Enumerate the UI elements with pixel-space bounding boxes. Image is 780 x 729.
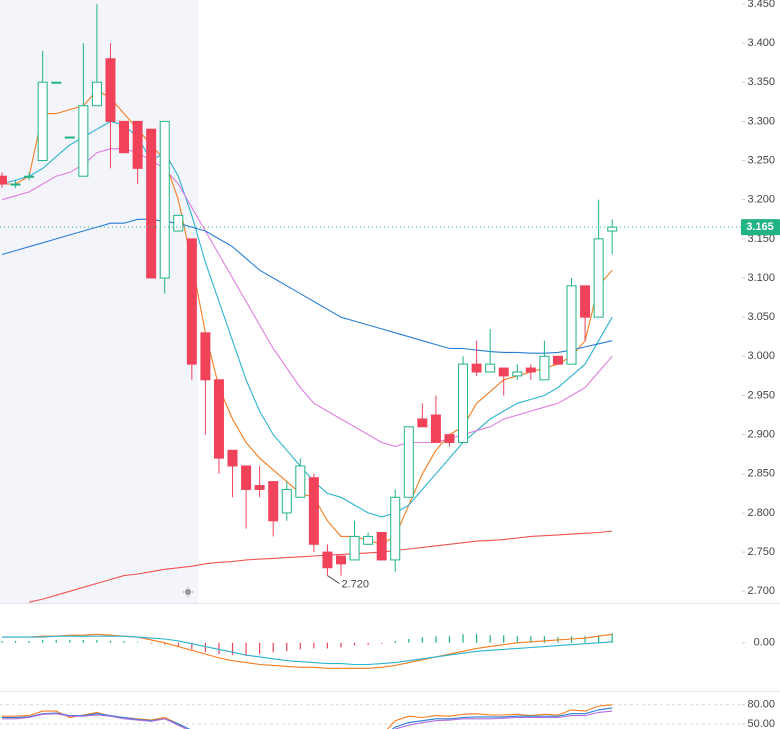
candle-body (254, 485, 265, 490)
y-tick-label: 2.850 (747, 468, 775, 480)
indicator-line (2, 710, 613, 729)
candle-body (539, 355, 550, 381)
candle-body (552, 355, 563, 365)
candle-body (336, 555, 346, 565)
candle-body (485, 363, 496, 373)
y-tick-label: 3.050 (747, 311, 775, 323)
candle-body (10, 183, 21, 186)
candle-body (525, 367, 536, 373)
y-tick-label: 50.00 (747, 718, 775, 729)
candle-body (91, 81, 102, 107)
candle-body (146, 128, 157, 279)
candle-body (444, 434, 455, 443)
candle-body (0, 175, 7, 185)
candle-body (227, 449, 238, 467)
y-tick-label: 3.250 (747, 154, 775, 166)
indicator-line (28, 530, 613, 603)
plot-area (1, 633, 613, 669)
y-tick-label: 3.300 (747, 115, 775, 127)
candle-body (566, 285, 577, 365)
candle-body (64, 136, 75, 139)
candle-body (132, 120, 143, 169)
candle-body (295, 465, 306, 498)
y-tick-label: 3.200 (747, 194, 775, 206)
y-tick-label: 3.100 (747, 272, 775, 284)
candle-body (24, 175, 35, 178)
indicator-line (2, 707, 613, 729)
candle-body (213, 379, 224, 459)
candle-body (173, 214, 184, 232)
indicator-line (2, 704, 613, 729)
indicator-line (1, 148, 613, 447)
y-tick-label: 2.800 (747, 507, 775, 519)
low-label: 2.720 (341, 578, 369, 590)
y-tick-label: 3.400 (747, 37, 775, 49)
candle-body (322, 551, 333, 569)
indicator-line (1, 218, 613, 354)
last-price-label: 3.165 (746, 221, 774, 233)
indicator-line (2, 633, 613, 669)
candle-body (430, 414, 441, 443)
candle-body (119, 120, 130, 154)
y-tick-label: 2.900 (747, 429, 775, 441)
candle-body (186, 238, 197, 365)
candle-body (376, 532, 387, 561)
indicator-line (2, 89, 613, 545)
candle-body (51, 81, 62, 84)
y-tick-label: 2.700 (747, 585, 775, 597)
candle-body (403, 426, 414, 498)
candle-body (37, 81, 48, 162)
candle-body (580, 285, 591, 318)
low-pointer (327, 575, 340, 585)
candle-body (593, 238, 604, 318)
candle-body (417, 418, 428, 428)
candle-body (78, 105, 89, 177)
candle-body (607, 226, 618, 232)
candle-body (308, 477, 319, 545)
candle-body (390, 496, 401, 561)
candle-body (512, 371, 523, 377)
candle-body (281, 488, 292, 514)
candle-body (241, 465, 252, 490)
y-tick-label: 2.950 (747, 389, 775, 401)
y-tick-label: 3.450 (747, 0, 775, 10)
candle-body (349, 535, 360, 561)
candle-body (363, 535, 374, 545)
y-tick-label: 3.350 (747, 76, 775, 88)
candle-body (105, 58, 116, 122)
candle-body (498, 367, 509, 377)
last-price-tag (741, 219, 780, 236)
candle-body (159, 120, 170, 279)
candle-body (268, 481, 279, 522)
candle-body (471, 363, 482, 373)
y-tick-label: 80.00 (747, 699, 775, 711)
y-tick-label: 2.750 (747, 546, 775, 558)
y-tick-label: 3.150 (747, 233, 775, 245)
plot-area (2, 704, 613, 729)
y-tick-label: 3.000 (747, 350, 775, 362)
indicator-line (1, 120, 613, 518)
plot-area (0, 3, 618, 603)
candle-body (458, 363, 469, 443)
candle-body (200, 332, 211, 381)
indicator-line (2, 635, 613, 666)
sun-icon (183, 587, 193, 597)
y-tick-label: 0.00 (754, 637, 775, 649)
